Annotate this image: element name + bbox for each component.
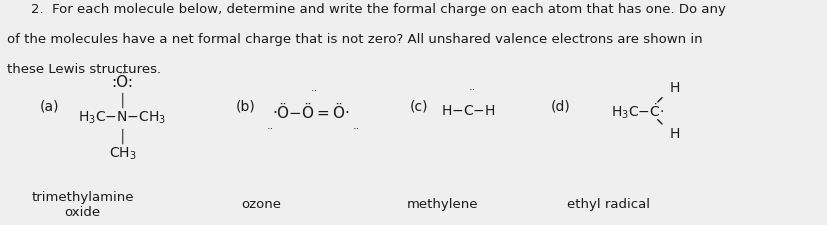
- Text: │: │: [118, 128, 127, 144]
- Text: ·Ö$-$Ö$=$Ö·: ·Ö$-$Ö$=$Ö·: [271, 101, 349, 121]
- Text: ethyl radical: ethyl radical: [566, 198, 649, 211]
- Text: H: H: [669, 81, 679, 95]
- Text: ··: ··: [468, 85, 475, 95]
- Text: ozone: ozone: [241, 198, 280, 211]
- Text: H$-$C$-$H: H$-$C$-$H: [440, 104, 495, 118]
- Text: H: H: [669, 127, 679, 141]
- Text: 2.  For each molecule below, determine and write the formal charge on each atom : 2. For each molecule below, determine an…: [31, 3, 725, 16]
- Text: methylene: methylene: [407, 198, 478, 211]
- Text: :Ö:: :Ö:: [112, 75, 133, 90]
- Text: ··: ··: [267, 124, 274, 134]
- Text: ··: ··: [352, 124, 359, 134]
- Text: H$_3$C$-$Ċ·: H$_3$C$-$Ċ·: [610, 102, 663, 121]
- Text: trimethylamine
oxide: trimethylamine oxide: [31, 191, 134, 219]
- Text: ··: ··: [311, 86, 318, 96]
- Text: (a): (a): [40, 100, 60, 114]
- Text: CH$_3$: CH$_3$: [108, 146, 136, 162]
- Text: │: │: [118, 92, 127, 108]
- Text: (b): (b): [236, 100, 256, 114]
- Text: of the molecules have a net formal charge that is not zero? All unshared valence: of the molecules have a net formal charg…: [7, 33, 701, 46]
- Text: H$_3$C$-$N$-$CH$_3$: H$_3$C$-$N$-$CH$_3$: [79, 110, 166, 126]
- Text: these Lewis structures.: these Lewis structures.: [7, 63, 160, 76]
- Text: (d): (d): [550, 100, 570, 114]
- Text: (c): (c): [409, 100, 428, 114]
